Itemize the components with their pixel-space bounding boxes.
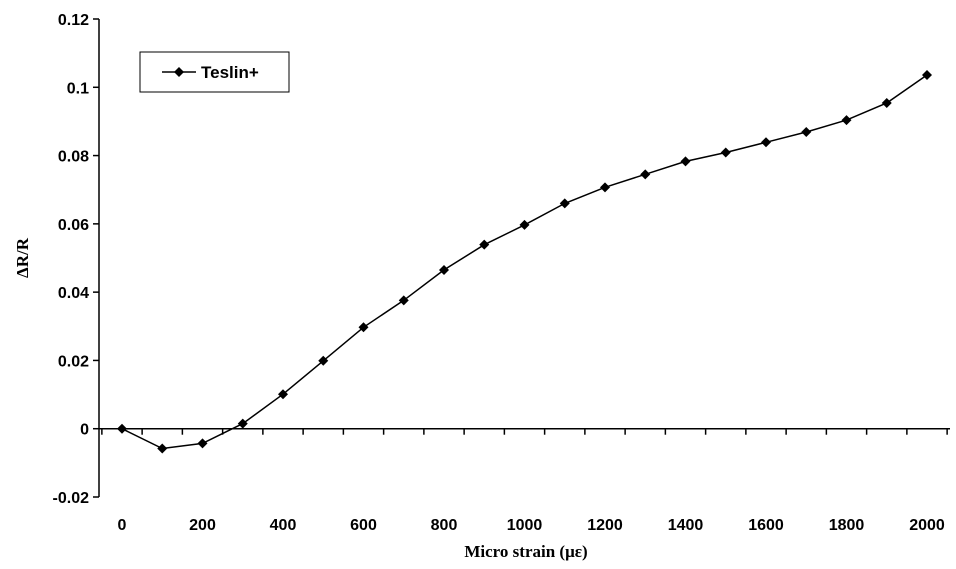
x-axis-title: Micro strain (με) — [464, 542, 587, 561]
y-tick-label: 0 — [80, 422, 89, 439]
x-tick-label: 1400 — [668, 517, 704, 534]
data-point — [318, 355, 329, 366]
x-tick-label: 800 — [431, 517, 458, 534]
data-point — [559, 198, 570, 209]
data-point — [881, 97, 892, 108]
y-tick-label: 0.06 — [58, 217, 89, 234]
data-point — [479, 239, 490, 250]
legend: Teslin+ — [139, 51, 290, 93]
x-tick-label: 1600 — [748, 517, 784, 534]
data-point — [680, 156, 691, 167]
data-point — [841, 115, 852, 126]
axes — [98, 19, 950, 497]
data-point — [439, 264, 449, 275]
data-point — [922, 69, 932, 80]
data-point — [761, 137, 771, 148]
data-point — [358, 322, 369, 333]
x-tick-label: 1200 — [587, 517, 623, 534]
y-tick-label: -0.02 — [53, 490, 90, 507]
data-point — [237, 418, 248, 429]
x-tick-label: 1800 — [829, 517, 865, 534]
x-tick-label: 600 — [350, 517, 377, 534]
y-axis-title: ΔR/R — [13, 237, 32, 278]
data-point — [519, 219, 530, 230]
y-tick-label: 0.04 — [58, 285, 89, 302]
data-point — [600, 182, 610, 193]
legend-label: Teslin+ — [201, 63, 259, 82]
data-point — [801, 127, 812, 138]
x-tick-label: 0 — [118, 517, 127, 534]
y-tick-label: 0.08 — [58, 149, 89, 166]
data-point — [278, 389, 288, 400]
series — [117, 69, 932, 454]
y-tick-label: 0.02 — [58, 353, 89, 370]
data-point — [197, 438, 208, 449]
legend-marker — [174, 67, 184, 77]
data-point — [398, 295, 409, 306]
data-point — [157, 443, 168, 454]
x-tick-label: 400 — [270, 517, 297, 534]
data-point — [640, 169, 651, 180]
data-point — [720, 147, 731, 158]
y-tick-label: 0.12 — [58, 12, 89, 29]
x-tick-label: 2000 — [909, 517, 945, 534]
data-point — [117, 423, 127, 434]
x-tick-label: 1000 — [507, 517, 543, 534]
y-tick-label: 0.1 — [67, 80, 89, 97]
tick-labels: -0.02 0 0.02 0.04 0.06 0.08 0.1 0.12 0 200 400 600 8… — [53, 12, 945, 534]
x-tick-label: 200 — [189, 517, 216, 534]
